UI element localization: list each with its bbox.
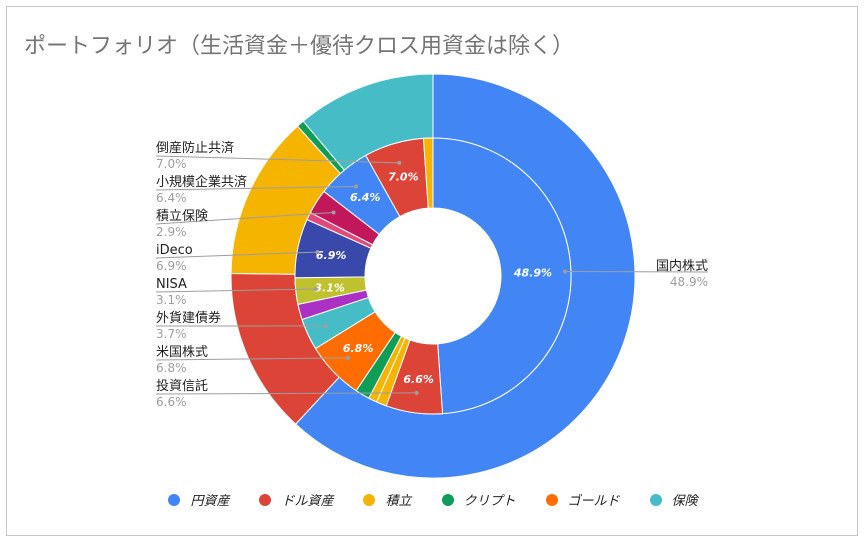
callout-name-3: iDeco: [156, 243, 193, 258]
legend-swatch-2: [363, 493, 376, 506]
legend-label-3: クリプト: [463, 494, 516, 509]
legend-item-3[interactable]: クリプト: [441, 490, 516, 509]
callout-line-1: [155, 186, 357, 191]
callout-line-8: [564, 270, 709, 273]
data-label-12: 6.4%: [350, 191, 381, 204]
callout-name-4: NISA: [156, 277, 187, 292]
callout-name-8: 国内株式: [656, 258, 708, 274]
data-label-0: 48.9%: [513, 267, 552, 280]
callout-value-7: 6.6%: [156, 395, 187, 409]
legend-label-0: 円資産: [190, 494, 230, 509]
callout-line-6: [155, 357, 349, 361]
legend-item-1[interactable]: ドル資産: [259, 490, 333, 509]
callout-line-0: [155, 155, 400, 164]
legend-swatch-1: [259, 493, 272, 506]
callout-value-0: 7.0%: [156, 157, 187, 171]
data-label-1: 6.6%: [403, 373, 434, 386]
legend-item-0[interactable]: 円資産: [168, 490, 229, 509]
legend-swatch-3: [441, 493, 454, 506]
data-label-5: 6.8%: [343, 342, 374, 355]
callout-value-4: 3.1%: [156, 293, 187, 307]
legend-swatch-5: [649, 493, 662, 506]
callout-value-6: 6.8%: [156, 361, 187, 375]
legend-swatch-0: [168, 493, 181, 506]
callout-dot-3: [315, 250, 320, 255]
chart-legend: 円資産 ドル資産 積立 クリプト ゴールド 保険: [0, 490, 866, 509]
callout-dot-2: [331, 210, 336, 215]
callout-dot-4: [313, 286, 318, 291]
legend-swatch-4: [545, 493, 558, 506]
callout-name-7: 投資信託: [156, 378, 208, 394]
legend-label-2: 積立: [385, 494, 412, 509]
callout-value-2: 2.9%: [156, 225, 187, 239]
data-label-9: 6.9%: [316, 249, 347, 262]
callout-line-4: [155, 288, 316, 293]
inner-ring-slice-14: [422, 137, 434, 209]
callout-name-1: 小規模企業共済: [156, 174, 247, 190]
legend-label-5: 保険: [671, 494, 698, 509]
data-label-8: 3.1%: [314, 281, 345, 294]
callout-dot-0: [397, 160, 402, 165]
callout-dot-1: [354, 184, 359, 189]
callout-line-7: [155, 392, 417, 395]
callout-dot-5: [324, 323, 329, 328]
callout-line-2: [155, 211, 334, 225]
chart-title: ポートフォリオ（生活資金＋優待クロス用資金は除く）: [24, 34, 575, 59]
callout-value-8: 48.9%: [670, 275, 708, 289]
legend-label-4: ゴールド: [567, 494, 620, 509]
legend-item-4[interactable]: ゴールド: [545, 490, 620, 509]
callout-dot-7: [414, 390, 419, 395]
legend-item-2[interactable]: 積立: [363, 490, 412, 509]
callout-value-3: 6.9%: [156, 259, 187, 273]
callout-value-5: 3.7%: [156, 327, 187, 341]
callout-name-6: 米国株式: [156, 345, 208, 360]
legend-item-5[interactable]: 保険: [649, 490, 698, 509]
callout-name-5: 外貨建債券: [156, 310, 221, 326]
callout-line-3: [155, 251, 318, 259]
legend-label-1: ドル資産: [281, 494, 334, 509]
inner-ring-slice-0: [432, 137, 572, 415]
callout-name-2: 積立保険: [156, 209, 208, 224]
data-label-13: 7.0%: [388, 170, 419, 183]
callout-dot-6: [346, 355, 351, 360]
callout-dot-8: [562, 269, 567, 274]
callout-name-0: 倒産防止共済: [156, 140, 234, 156]
callout-value-1: 6.4%: [156, 191, 187, 205]
